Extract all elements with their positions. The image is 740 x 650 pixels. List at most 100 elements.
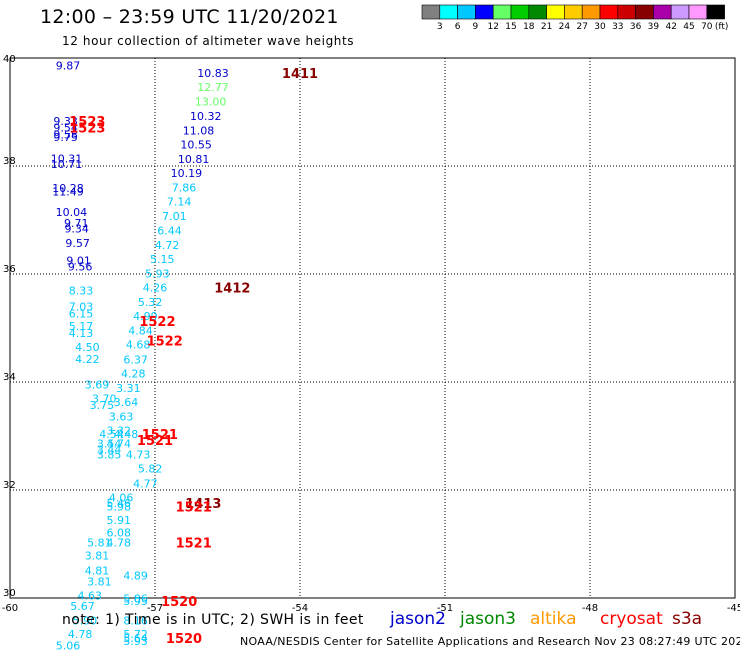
pass-time-label: 1412 bbox=[214, 282, 250, 297]
legend-label: 6 bbox=[455, 22, 461, 32]
wave-height-label: 5.93 bbox=[145, 267, 170, 280]
wave-height-label: 11.49 bbox=[52, 185, 84, 198]
wave-height-label: 5.15 bbox=[150, 253, 175, 266]
y-tick-label: 34 bbox=[3, 372, 16, 383]
legend-swatch bbox=[439, 4, 458, 20]
legend-label: 30 bbox=[594, 22, 606, 32]
legend-swatch bbox=[528, 4, 547, 20]
x-tick-label: -60 bbox=[2, 603, 18, 614]
wave-height-label: 3.81 bbox=[85, 549, 110, 562]
wave-height-label: 5.72 bbox=[123, 628, 148, 641]
satellite-label-altika: altika bbox=[530, 609, 577, 629]
wave-height-label: 3.44 bbox=[97, 444, 122, 457]
pass-time-label: 1521 bbox=[137, 434, 173, 449]
legend-label: 36 bbox=[630, 22, 642, 32]
wave-height-label: 10.04 bbox=[56, 206, 88, 219]
wave-height-label: 5.90 bbox=[73, 615, 98, 628]
wave-height-label: 3.54 bbox=[97, 438, 122, 451]
wave-height-label: 4.68 bbox=[126, 339, 151, 352]
legend-label: 21 bbox=[541, 22, 552, 32]
satellite-label-cryosat: cryosat bbox=[600, 609, 663, 629]
wave-height-label: 10.32 bbox=[190, 110, 222, 123]
wave-height-label: 4.28 bbox=[121, 367, 146, 380]
wave-height-label: 4.77 bbox=[133, 478, 158, 491]
wave-height-label: 9.54 bbox=[53, 122, 78, 135]
wave-height-label: 3.69 bbox=[85, 379, 110, 392]
wave-height-label: 4.13 bbox=[69, 327, 94, 340]
wave-height-label: 5.06 bbox=[56, 640, 81, 650]
wave-height-label: 9.34 bbox=[64, 223, 89, 236]
wave-height-label: 9.33 bbox=[53, 115, 78, 128]
wave-height-label: 9.56 bbox=[68, 260, 93, 273]
legend-label: 70 bbox=[701, 22, 713, 32]
wave-height-label: 4.74 bbox=[107, 438, 132, 451]
wave-height-label: 10.28 bbox=[52, 182, 84, 195]
wave-height-label: 7.01 bbox=[162, 210, 187, 223]
satellite-label-s3a: s3a bbox=[672, 609, 703, 629]
x-tick-label: -48 bbox=[582, 603, 598, 614]
wave-height-label: 4.06 bbox=[109, 492, 134, 505]
legend-label: 9 bbox=[473, 22, 479, 32]
wave-height-label: 8.33 bbox=[69, 285, 94, 298]
legend-label: 12 bbox=[487, 22, 498, 32]
wave-height-label: 3.32 bbox=[107, 425, 132, 438]
wave-height-label: 10.71 bbox=[51, 158, 83, 171]
wave-height-label: 4.99 bbox=[133, 310, 158, 323]
pass-time-label: 1411 bbox=[282, 67, 318, 82]
wave-height-label: 4.73 bbox=[126, 448, 151, 461]
legend-swatch bbox=[546, 4, 565, 20]
wave-height-label: 7.03 bbox=[69, 300, 94, 313]
y-tick-label: 38 bbox=[3, 156, 16, 167]
legend-label: 45 bbox=[683, 22, 694, 32]
wave-height-label: 4.81 bbox=[85, 564, 110, 577]
legend-swatch bbox=[706, 4, 725, 20]
wave-height-label: 3.63 bbox=[109, 411, 134, 424]
wave-height-label: 3.75 bbox=[90, 399, 115, 412]
legend-swatch bbox=[653, 4, 672, 20]
legend-swatch bbox=[564, 4, 583, 20]
wave-height-label: 5.46 bbox=[107, 497, 132, 510]
wave-height-label: 3.70 bbox=[92, 393, 117, 406]
wave-height-label: 10.19 bbox=[171, 167, 203, 180]
wave-height-label: 5.17 bbox=[69, 320, 94, 333]
wave-height-label: 11.08 bbox=[183, 124, 215, 137]
wave-height-label: 3.81 bbox=[87, 575, 112, 588]
wave-height-label: 6.37 bbox=[123, 353, 148, 366]
legend-label: 3 bbox=[437, 22, 443, 32]
wave-height-label: 12.77 bbox=[197, 81, 229, 94]
wave-height-label: 10.55 bbox=[180, 138, 212, 151]
wave-height-label: 4.89 bbox=[123, 569, 148, 582]
wave-height-label: 10.81 bbox=[178, 153, 210, 166]
y-tick-label: 40 bbox=[3, 54, 16, 65]
pass-time-label: 1521 bbox=[142, 428, 178, 443]
pass-time-label: 1521 bbox=[176, 501, 212, 516]
wave-height-label: 9.87 bbox=[56, 60, 81, 73]
legend-label: 42 bbox=[665, 22, 676, 32]
x-tick-label: -51 bbox=[437, 603, 453, 614]
pass-time-label: 1522 bbox=[139, 315, 175, 330]
plot-frame bbox=[9, 57, 736, 599]
wave-height-label: 4.78 bbox=[107, 536, 132, 549]
wave-height-label: 4.22 bbox=[75, 353, 100, 366]
wave-height-label: 5.64 bbox=[123, 632, 148, 645]
wave-height-label: 9.75 bbox=[53, 131, 78, 144]
legend-swatch bbox=[581, 4, 601, 20]
satellite-label-jason3: jason3 bbox=[460, 609, 516, 629]
wave-height-label: 4.84 bbox=[128, 325, 153, 338]
wave-height-label: 9.01 bbox=[66, 255, 91, 268]
wave-height-label: 9.71 bbox=[64, 217, 89, 230]
y-tick-label: 32 bbox=[3, 480, 16, 491]
legend-unit: (ft) bbox=[715, 22, 729, 32]
wave-height-label: 4.26 bbox=[143, 282, 168, 295]
wave-height-label: 6.44 bbox=[157, 224, 182, 237]
legend-swatch bbox=[688, 4, 708, 20]
legend-label: 24 bbox=[559, 22, 571, 32]
legend-label: 15 bbox=[505, 22, 516, 32]
legend-swatch bbox=[599, 4, 619, 20]
footer-credit: NOAA/NESDIS Center for Satellite Applica… bbox=[240, 635, 740, 648]
legend-swatch bbox=[492, 4, 512, 20]
wave-height-label: 5.95 bbox=[123, 595, 148, 608]
legend-swatch bbox=[421, 4, 441, 20]
wave-height-label: 5.82 bbox=[138, 462, 163, 475]
